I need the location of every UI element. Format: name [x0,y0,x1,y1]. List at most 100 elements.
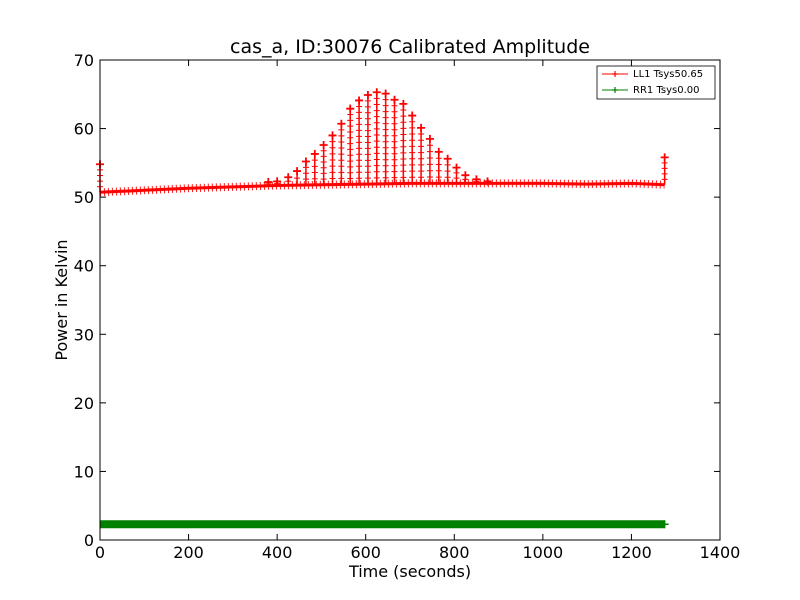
data-marks [96,88,669,529]
series-ll1-marker [435,161,442,168]
series-ll1-marker [311,163,318,170]
y-tick-label: 70 [74,51,94,70]
series-ll1-peak-22 [452,163,461,184]
series-ll1-peak-1 [264,178,273,187]
x-tick-label: 1200 [611,543,652,562]
series-ll1-marker [373,95,380,102]
series-ll1-marker [382,138,389,145]
series-ll1-marker [373,162,380,169]
x-tick-label: 600 [350,543,381,562]
series-ll1-marker [400,119,407,126]
series-ll1-marker [409,137,416,144]
series-ll1-peak-marker [264,178,273,187]
series-ll1-peak-20 [434,147,443,184]
series-ll1-marker [320,164,327,171]
series-ll1-peak-marker [372,88,381,97]
series-ll1-marker [364,103,371,110]
series-ll1-peak-marker [408,111,417,120]
series-ll1-marker [311,157,318,164]
series-ll1-marker [426,161,433,168]
series-ll1-peak-marker [293,167,302,176]
series-ll1-marker [373,156,380,163]
series-ll1-peak-10 [346,104,355,185]
series-ll1-peak-marker [390,95,399,104]
y-tick-label: 10 [74,462,94,481]
series-ll1-marker [391,168,398,175]
series-ll1-marker [356,169,363,176]
series-ll1-peak-marker [301,157,310,166]
series-ll1-peak-18 [417,123,426,184]
series-ll1-peak-11 [355,96,364,185]
series-ll1-marker [426,174,433,181]
series-ll1-marker [329,150,336,157]
series-ll1-marker [418,149,425,156]
series-ll1-marker [347,169,354,176]
x-tick-label: 1000 [522,543,563,562]
series-ll1-marker [418,131,425,138]
y-tick-label: 30 [74,325,94,344]
series-ll1-marker [418,137,425,144]
series-ll1-marker [391,150,398,157]
series-ll1-marker [391,162,398,169]
series-ll1-peak-marker [363,90,372,99]
series-ll1-peak-12 [363,90,372,185]
series-ll1-marker [661,176,668,183]
legend-label-rr1: RR1 Tsys0.00 [633,85,700,96]
series-ll1-marker [329,169,336,176]
plot-frame [99,59,721,541]
y-tick-label: 0 [84,531,94,550]
series-ll1-marker [409,124,416,131]
y-axis-label: Power in Kelvin [52,239,71,360]
series-ll1-marker [444,161,451,168]
x-tick-label: 400 [262,543,293,562]
series-ll1-marker [373,125,380,132]
series-ll1-marker [373,113,380,120]
series-ll1-peak-13 [372,88,381,184]
series-ll1-peak-25 [483,177,492,186]
series-ll1-marker [391,144,398,151]
series-ll1-marker [338,169,345,176]
series-ll1-marker [347,175,354,182]
series-ll1-marker [409,161,416,168]
plot-area [100,60,720,540]
series-ll1-marker [364,163,371,170]
series-ll1-peak-5 [301,157,310,186]
series-ll1-marker [400,168,407,175]
x-axis-label: Time (seconds) [348,562,471,581]
series-ll1-marker [382,156,389,163]
series-ll1-marker [400,174,407,181]
series-ll1-marker [426,154,433,161]
series-ll1-peak-marker [425,134,434,143]
series-ll1-marker [356,121,363,128]
legend-marker-rr1 [612,87,618,93]
series-ll1-marker [364,151,371,158]
series-ll1-marker [373,144,380,151]
series-ll1-peak-23 [461,171,470,184]
series-ll1-peak-16 [399,99,408,184]
series-ll1-marker [347,146,354,153]
series-ll1-marker [382,96,389,103]
y-tick-label: 60 [74,120,94,139]
series-ll1-marker [382,102,389,109]
series-ll1-marker [661,170,668,177]
series-ll1-marker [320,170,327,177]
series-ll1-marker [373,174,380,181]
series-ll1-marker [661,165,668,172]
x-tick-label: 0 [95,543,105,562]
series-ll1-peak-2 [273,177,282,187]
series-ll1-marker [373,101,380,108]
series-ll1-marker [391,120,398,127]
series-ll1-marker [347,152,354,159]
y-tick-label: 40 [74,257,94,276]
x-tick-label: 800 [439,543,470,562]
series-ll1-marker [409,143,416,150]
series-ll1-marker [382,114,389,121]
series-ll1-marker [382,132,389,139]
series-ll1-marker [338,151,345,158]
series-ll1-marker [338,132,345,139]
series-ll1-marker [302,170,309,177]
series-ll1-marker [400,143,407,150]
series-ll1-marker [356,139,363,146]
series-ll1-marker [391,108,398,115]
series-ll1-peak-6 [310,149,319,185]
